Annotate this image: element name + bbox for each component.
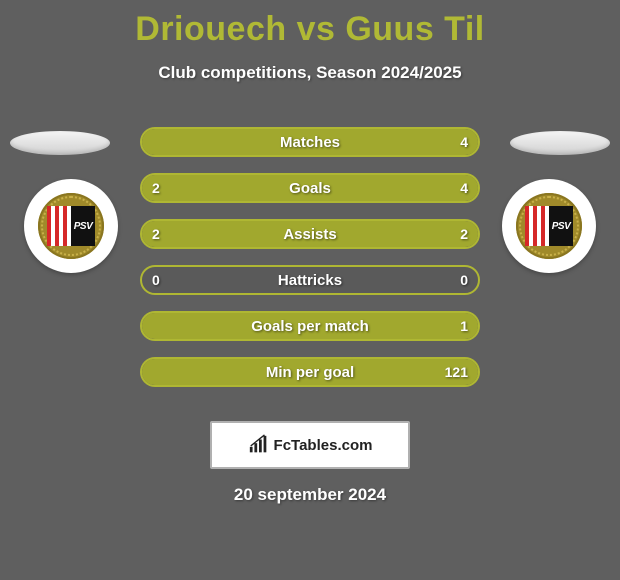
metric-bar: Hattricks0 0	[140, 265, 480, 295]
metric-value-right: 4	[460, 129, 468, 155]
metric-value-left: 0	[152, 267, 160, 293]
metric-value-right: 2	[460, 221, 468, 247]
metric-value-left: 2	[152, 175, 160, 201]
player-right-photo-placeholder	[510, 131, 610, 155]
player-right-club-badge: PSV	[502, 179, 596, 273]
metric-bar: Min per goal121	[140, 357, 480, 387]
comparison-title: Driouech vs Guus Til	[0, 0, 620, 49]
watermark-text: FcTables.com	[274, 437, 373, 454]
metric-value-left: 2	[152, 221, 160, 247]
metric-bar: Assists2 2	[140, 219, 480, 249]
badge-text-left: PSV	[71, 206, 95, 246]
comparison-subtitle: Club competitions, Season 2024/2025	[0, 63, 620, 83]
metric-value-right: 0	[460, 267, 468, 293]
badge-text-right: PSV	[549, 206, 573, 246]
metric-bars-container: Matches4Goals24Assists22Hattricks00Goals…	[140, 127, 480, 403]
metric-label: Min per goal	[142, 359, 478, 385]
metric-label: Goals per match	[142, 313, 478, 339]
metric-bar: Goals per match1	[140, 311, 480, 341]
metric-value-right: 1	[460, 313, 468, 339]
player-left-club-badge: PSV	[24, 179, 118, 273]
metric-label: Matches	[142, 129, 478, 155]
comparison-date: 20 september 2024	[0, 485, 620, 505]
comparison-chart: PSV PSV Matches4Goals24Assists22Hattrick…	[0, 113, 620, 413]
metric-value-right: 121	[445, 359, 468, 385]
fctables-watermark: FcTables.com	[210, 421, 410, 469]
player-left-photo-placeholder	[10, 131, 110, 155]
metric-label: Goals	[142, 175, 478, 201]
metric-bar: Matches4	[140, 127, 480, 157]
metric-bar: Goals2 4	[140, 173, 480, 203]
psv-badge-icon: PSV	[516, 193, 582, 259]
chart-bar-icon	[248, 434, 270, 456]
metric-label: Hattricks	[142, 267, 478, 293]
psv-badge-icon: PSV	[38, 193, 104, 259]
metric-value-right: 4	[460, 175, 468, 201]
metric-label: Assists	[142, 221, 478, 247]
